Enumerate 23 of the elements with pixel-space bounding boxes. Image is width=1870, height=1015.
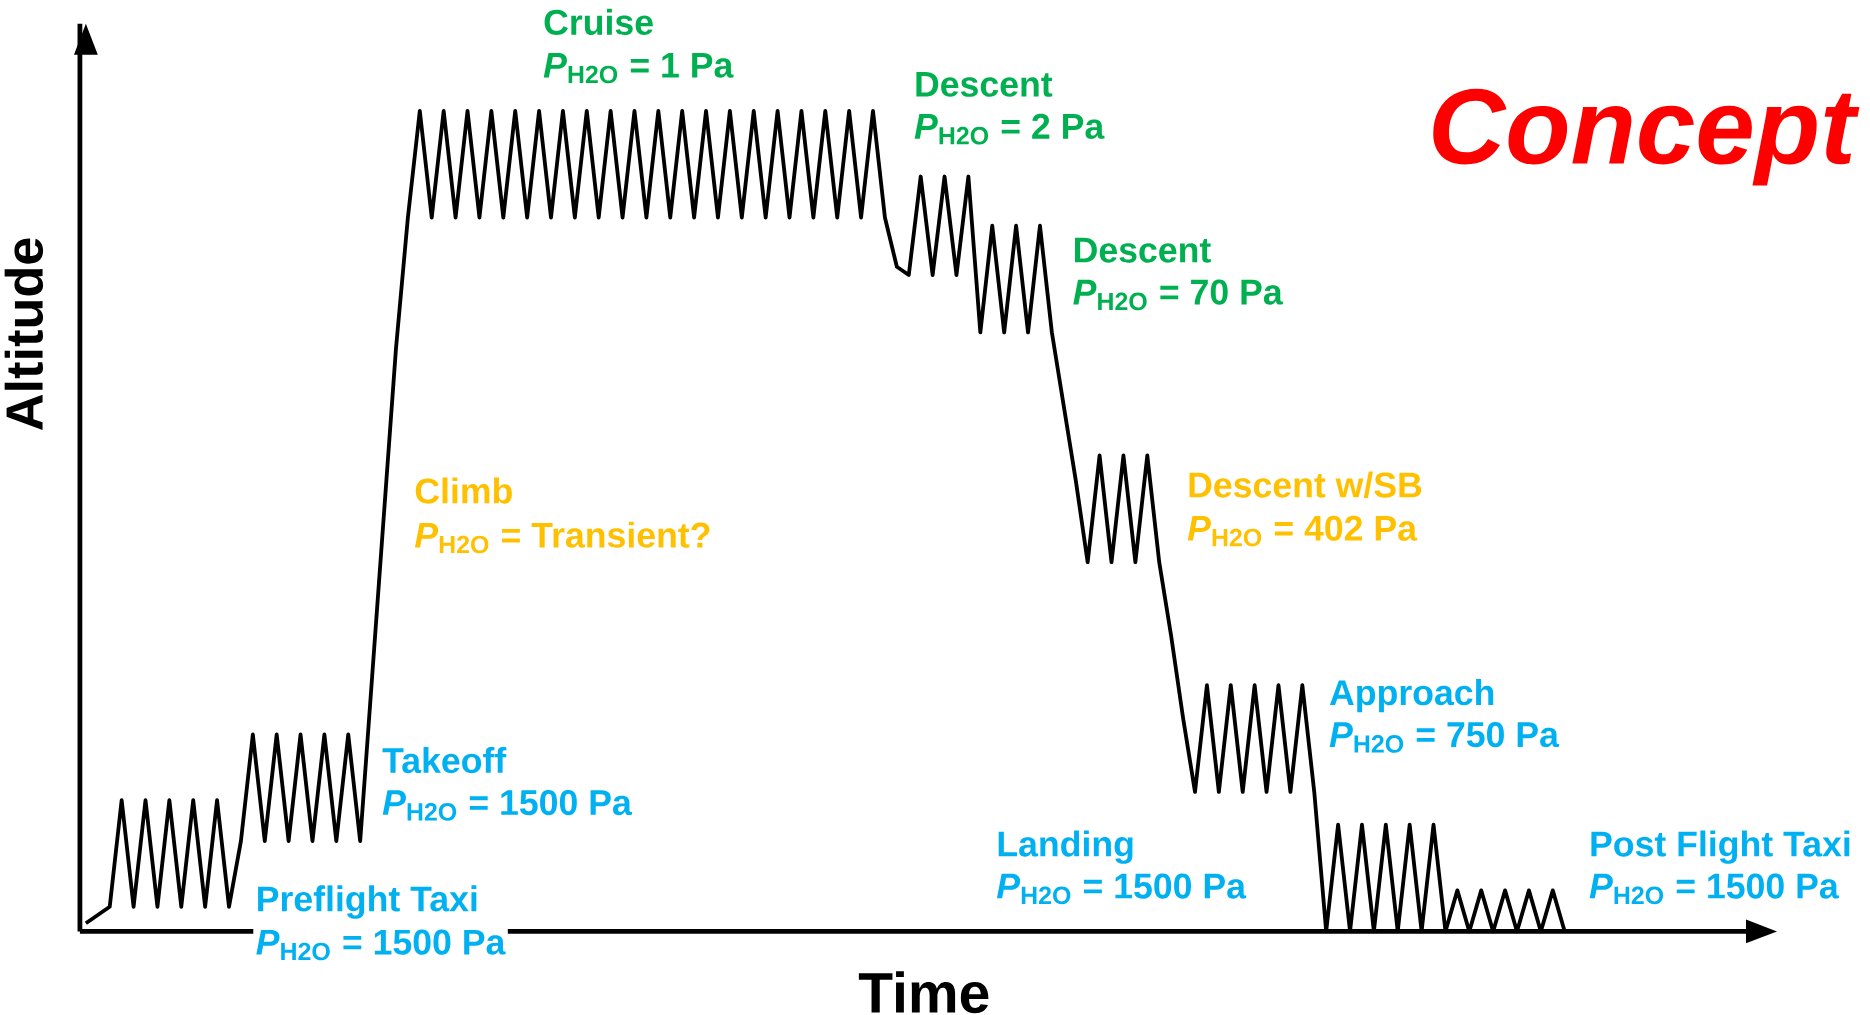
text: P$_{H2O}$ = 1 Pa <box>543 53 734 84</box>
text: Cruise <box>544 8 653 36</box>
annotation: P$_{H2O}$ = 1500 Pa <box>256 929 506 961</box>
annotation: P$_{H2O}$ = 1500 Pa <box>996 873 1247 905</box>
annotation: Landing <box>998 830 1133 864</box>
annotation: Descent <box>1075 237 1211 263</box>
annotation: P$_{H2O}$ = 750 Pa <box>1329 722 1560 753</box>
annotation: Preflight Taxi <box>258 885 477 919</box>
annotation: P$_{H2O}$ = 1500 Pa <box>382 789 633 821</box>
annotation: P$_{H2O}$ = 70 Pa <box>1073 279 1283 311</box>
annotation: Takeoff <box>382 747 507 774</box>
annotation: Concept <box>1433 88 1860 186</box>
annotation: P$_{H2O}$ = 2 Pa <box>914 113 1105 145</box>
annotation: P$_{H2O}$ = 402 Pa <box>1187 515 1418 547</box>
x-axis-title: Time <box>858 971 989 1014</box>
annotation: Approach <box>1329 679 1494 713</box>
text: P$_{H2O}$ = 1500 Pa <box>1589 873 1839 905</box>
text: Descent <box>916 72 1053 97</box>
text: Post Flight Taxi <box>1591 830 1850 864</box>
annotation: Descent w/SB <box>1189 471 1422 499</box>
annotation: Climb <box>415 477 512 504</box>
annotation: P$_{H2O}$ = Transient? <box>414 521 710 554</box>
y-axis-title: Altitude <box>4 238 44 430</box>
